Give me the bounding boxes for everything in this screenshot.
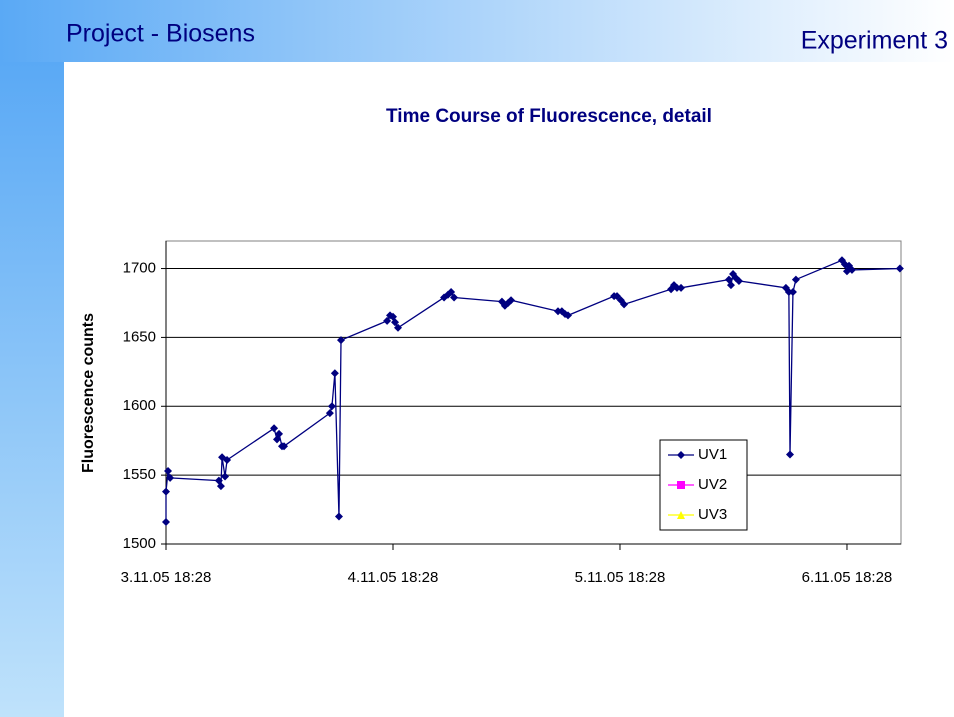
legend-marker (677, 451, 685, 459)
y-tick-label: 1650 (123, 328, 156, 345)
marker (393, 323, 402, 332)
marker (216, 482, 225, 491)
marker (847, 265, 856, 274)
marker (334, 512, 343, 521)
marker (270, 424, 279, 433)
x-tick-label: 6.11.05 18:28 (802, 569, 893, 586)
marker (620, 300, 629, 309)
marker (383, 316, 392, 325)
series-line (165, 259, 900, 522)
marker (564, 311, 573, 320)
slide-title: Project - Biosens (66, 20, 255, 48)
y-tick-label: 1550 (123, 466, 156, 483)
y-tick-label: 1700 (123, 260, 156, 277)
marker (166, 473, 175, 482)
marker (734, 276, 743, 285)
marker (784, 287, 793, 296)
x-tick-label: 3.11.05 18:28 (121, 569, 212, 586)
y-axis-label: Fluorescence counts (80, 313, 97, 473)
marker (327, 402, 336, 411)
marker (164, 467, 173, 476)
marker (786, 450, 795, 459)
marker (223, 455, 232, 464)
marker (672, 283, 681, 292)
legend-label: UV2 (698, 476, 727, 493)
marker (275, 429, 284, 438)
x-tick-label: 4.11.05 18:28 (348, 569, 439, 586)
y-tick-label: 1500 (123, 535, 156, 552)
y-tick-label: 1600 (123, 397, 156, 414)
marker (221, 472, 230, 481)
legend-marker (677, 481, 685, 489)
marker (507, 296, 516, 305)
marker (391, 318, 400, 327)
marker (280, 442, 289, 451)
side-bar (0, 62, 64, 717)
marker (330, 369, 339, 378)
slide-label: Experiment 3 (801, 27, 948, 55)
marker (162, 487, 170, 496)
legend-label: UV1 (698, 446, 727, 463)
x-tick-label: 5.11.05 18:28 (575, 569, 666, 586)
marker (788, 287, 797, 296)
marker (726, 281, 735, 290)
marker (450, 293, 459, 302)
marker (895, 264, 904, 273)
chart-title: Time Course of Fluorescence, detail (386, 106, 712, 127)
legend-marker (677, 511, 685, 519)
marker (162, 517, 170, 526)
marker (677, 283, 686, 292)
marker (791, 275, 800, 284)
marker (337, 336, 346, 345)
marker (325, 409, 334, 418)
header-bar (0, 0, 954, 62)
marker (447, 287, 456, 296)
legend-label: UV3 (698, 506, 727, 523)
